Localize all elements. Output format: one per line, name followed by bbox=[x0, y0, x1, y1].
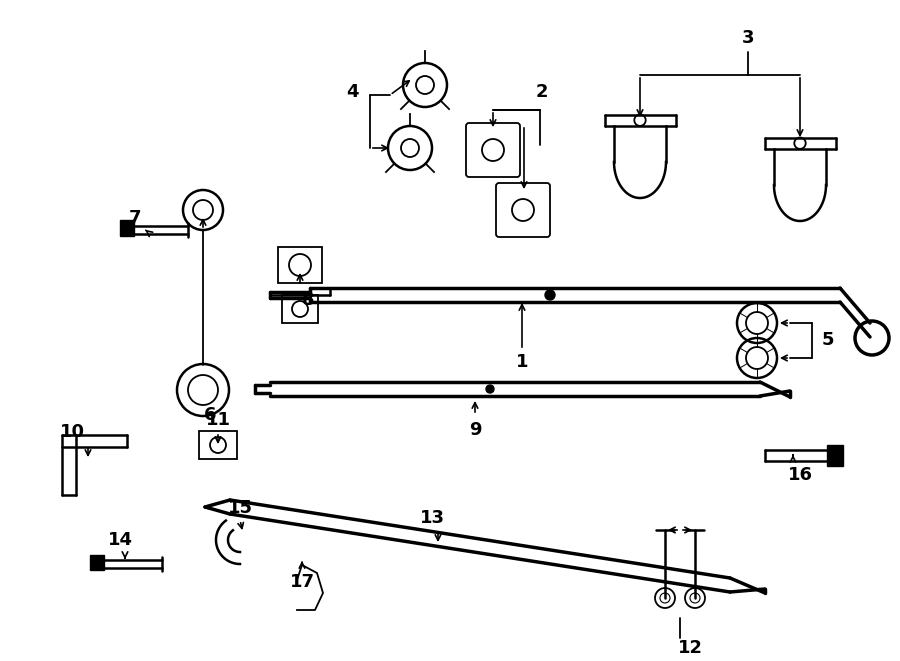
Text: 4: 4 bbox=[346, 83, 358, 101]
Text: 13: 13 bbox=[419, 509, 445, 527]
Text: 1: 1 bbox=[516, 353, 528, 371]
Text: 15: 15 bbox=[228, 499, 253, 517]
Bar bbox=[827, 445, 843, 466]
Text: 16: 16 bbox=[788, 466, 813, 484]
Bar bbox=[90, 555, 104, 570]
Text: 17: 17 bbox=[290, 573, 314, 591]
Text: 11: 11 bbox=[205, 411, 230, 429]
Text: 7: 7 bbox=[129, 209, 141, 227]
Circle shape bbox=[486, 385, 494, 393]
Text: 8: 8 bbox=[302, 291, 314, 309]
Text: 6: 6 bbox=[203, 406, 216, 424]
Bar bbox=[120, 220, 134, 236]
Text: 3: 3 bbox=[742, 29, 754, 47]
Circle shape bbox=[545, 290, 555, 300]
Text: 10: 10 bbox=[59, 423, 85, 441]
Text: 5: 5 bbox=[822, 331, 834, 349]
Text: 2: 2 bbox=[536, 83, 548, 101]
Text: 14: 14 bbox=[107, 531, 132, 549]
Text: 12: 12 bbox=[678, 639, 703, 657]
Text: 9: 9 bbox=[469, 421, 482, 439]
